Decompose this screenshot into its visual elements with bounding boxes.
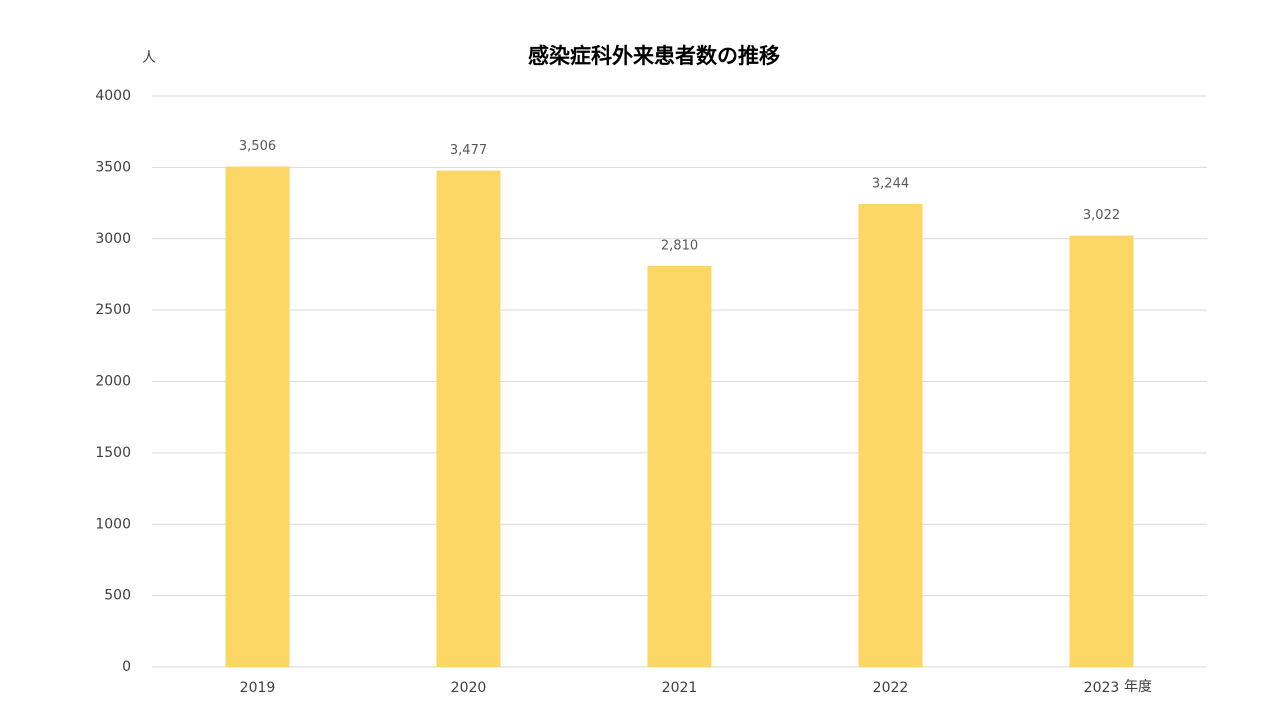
y-tick-label: 1000	[95, 516, 131, 532]
y-tick-label: 500	[104, 588, 131, 604]
bar	[436, 170, 501, 667]
bar	[225, 166, 290, 667]
x-tick-label: 2023	[1084, 680, 1120, 696]
y-axis-label: 人	[142, 50, 156, 66]
x-tick-label: 2021	[662, 680, 698, 696]
data-label: 3,506	[239, 139, 276, 154]
bar	[858, 203, 923, 667]
y-tick-label: 3000	[95, 231, 131, 247]
x-tick-label: 2022	[873, 680, 909, 696]
x-tick-label: 2019	[240, 680, 276, 696]
bar	[647, 265, 712, 667]
y-tick-label: 2500	[95, 302, 131, 318]
x-axis-label: 年度	[1124, 679, 1152, 695]
data-label: 2,810	[661, 238, 698, 253]
y-tick-label: 2000	[95, 374, 131, 390]
data-label: 3,477	[450, 143, 487, 158]
y-tick-label: 4000	[95, 88, 131, 104]
y-tick-label: 0	[122, 659, 131, 675]
x-tick-label: 2020	[451, 680, 487, 696]
bar	[1069, 235, 1134, 667]
data-label: 3,022	[1083, 208, 1120, 223]
y-tick-label: 3500	[95, 159, 131, 175]
chart-title: 感染症科外来患者数の推移	[528, 44, 780, 68]
data-label: 3,244	[872, 176, 909, 191]
y-tick-label: 1500	[95, 445, 131, 461]
